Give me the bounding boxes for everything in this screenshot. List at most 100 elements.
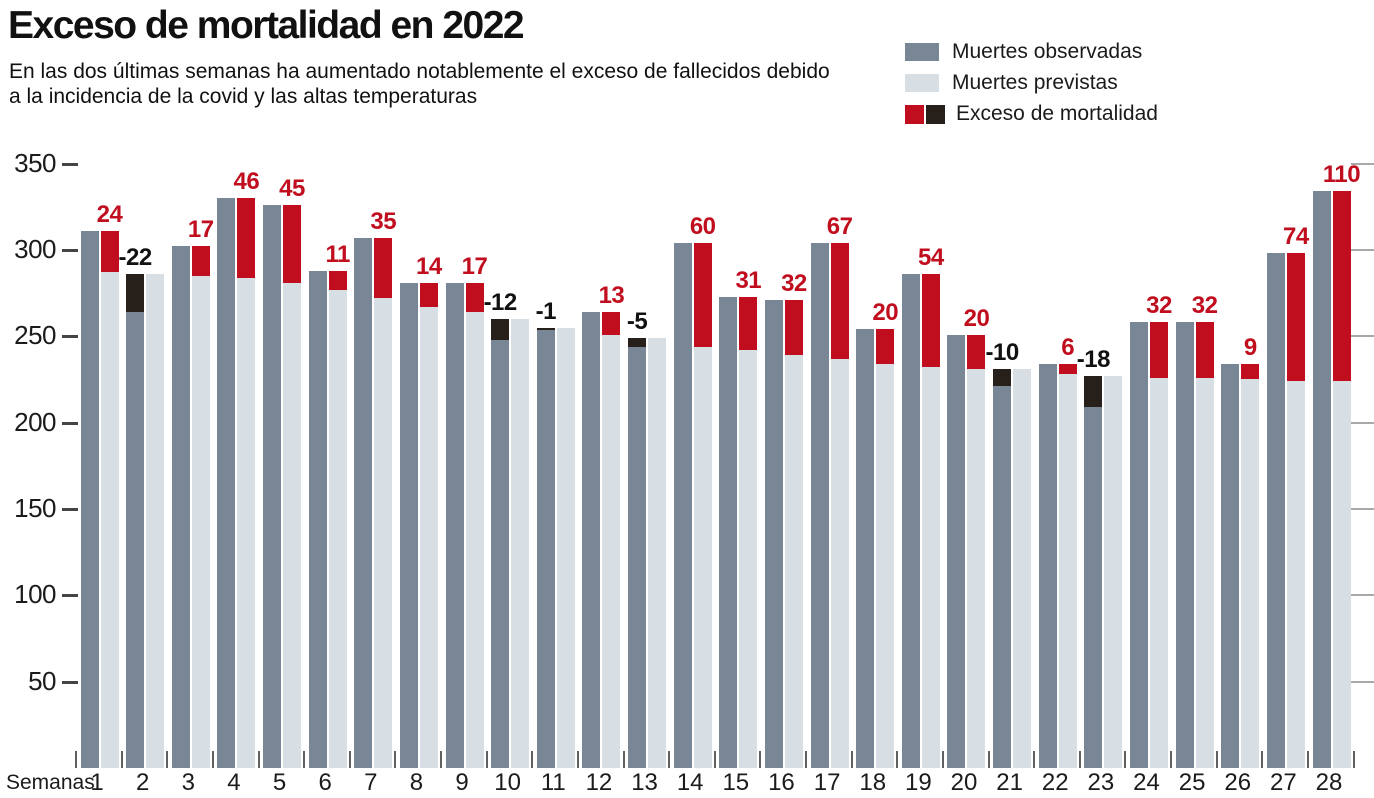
excess-value-label: -22: [118, 244, 153, 272]
y-tick-dash-right: [1351, 421, 1374, 424]
excess-block-positive: [1058, 363, 1077, 375]
legend: Muertes observadas Muertes previstas Exc…: [905, 40, 1158, 133]
y-tick-dash-right: [1351, 162, 1374, 165]
bar-expected: [374, 298, 393, 768]
excess-block-negative: [126, 274, 145, 313]
x-axis-week-label: 28: [1315, 769, 1343, 796]
y-tick-dash-left: [62, 421, 78, 425]
bar-expected: [921, 367, 940, 768]
bar-observed: [399, 282, 418, 768]
bar-observed: [582, 312, 601, 768]
excess-value-label: 13: [598, 282, 625, 310]
bar-observed: [445, 282, 464, 768]
bar-observed: [1038, 363, 1057, 768]
y-tick-dash-left: [62, 507, 78, 511]
excess-value-label: 46: [233, 168, 260, 196]
excess-value-label: 74: [1283, 223, 1309, 251]
subtitle-line-1: En las dos últimas semanas ha aumentado …: [9, 60, 830, 83]
x-group-tick: [987, 751, 990, 768]
legend-row-observed: Muertes observadas: [905, 40, 1158, 71]
legend-label-expected: Muertes previstas: [952, 71, 1118, 94]
excess-block-positive: [465, 282, 484, 313]
y-tick-dash-right: [1351, 680, 1374, 683]
y-tick-label: 200: [14, 406, 56, 437]
bar-expected: [1149, 377, 1168, 768]
excess-value-label: 20: [872, 299, 899, 327]
x-axis-week-label: 22: [1041, 769, 1069, 796]
excess-value-label: 110: [1322, 161, 1361, 189]
x-group-tick: [759, 751, 762, 768]
bar-observed: [1175, 322, 1194, 768]
bar-observed: [171, 246, 190, 768]
x-group-tick: [440, 751, 443, 768]
x-axis-week-label: 7: [364, 769, 378, 796]
bar-expected: [693, 346, 712, 768]
bar-observed: [217, 198, 236, 768]
x-axis-week-label: 18: [859, 769, 887, 796]
y-tick-dash-left: [62, 594, 78, 598]
x-group-tick: [1078, 751, 1081, 768]
bar-expected: [739, 350, 758, 768]
legend-swatch-excess-positive: [905, 104, 924, 124]
x-axis-week-label: 24: [1133, 769, 1160, 796]
y-tick-label: 100: [14, 579, 56, 610]
bar-observed: [993, 386, 1012, 768]
bar-observed: [719, 296, 738, 768]
y-tick-label: 150: [14, 492, 56, 523]
legend-swatch-observed: [905, 43, 939, 61]
x-group-tick: [303, 751, 306, 768]
x-axis-week-label: 1: [90, 769, 104, 796]
x-group-tick: [668, 751, 671, 768]
x-axis-week-label: 23: [1087, 769, 1115, 796]
excess-value-label: 14: [416, 252, 442, 280]
excess-value-label: 11: [325, 240, 350, 268]
x-axis-week-label: 3: [181, 769, 195, 796]
x-group-tick: [1124, 751, 1127, 768]
x-axis-week-label: 8: [409, 769, 424, 796]
x-group-tick: [485, 751, 488, 768]
bar-observed: [673, 242, 692, 768]
x-group-tick: [1352, 751, 1355, 768]
x-axis-week-label: 12: [585, 769, 613, 796]
bar-expected: [419, 306, 438, 768]
legend-swatch-excess-negative: [926, 104, 945, 124]
excess-block-negative: [1084, 375, 1103, 408]
y-tick-dash-left: [62, 680, 78, 684]
excess-value-label: 17: [187, 216, 214, 244]
legend-row-expected: Muertes previstas: [905, 71, 1158, 102]
excess-value-label: 67: [826, 212, 853, 240]
x-group-tick: [211, 751, 214, 768]
excess-block-negative: [993, 369, 1012, 387]
excess-value-label: -18: [1076, 345, 1111, 373]
excess-block-positive: [419, 282, 438, 307]
bar-expected: [237, 277, 256, 768]
y-tick-label: 300: [14, 233, 56, 264]
bar-expected: [1195, 377, 1214, 768]
excess-block-positive: [191, 246, 210, 276]
y-tick-dash-right: [1351, 507, 1374, 510]
x-group-tick: [896, 751, 899, 768]
bar-expected: [283, 282, 302, 768]
legend-label-excess: Exceso de mortalidad: [956, 102, 1158, 125]
bar-expected: [191, 275, 210, 768]
excess-value-label: 32: [1146, 292, 1172, 320]
bar-observed: [1084, 407, 1103, 768]
bar-expected: [328, 289, 347, 768]
bar-observed: [1266, 253, 1285, 768]
y-tick-dash-right: [1351, 594, 1374, 597]
bar-expected: [648, 337, 667, 768]
bar-expected: [146, 274, 165, 768]
excess-block-positive: [100, 230, 119, 273]
x-axis-week-label: 2: [135, 769, 150, 796]
x-axis-week-label: 13: [631, 769, 658, 796]
x-group-tick: [1170, 751, 1173, 768]
excess-block-positive: [1195, 322, 1214, 378]
y-tick-dash-right: [1351, 335, 1374, 338]
excess-block-negative: [536, 327, 555, 330]
bar-expected: [1058, 374, 1077, 768]
excess-block-positive: [237, 198, 256, 278]
excess-value-label: -12: [483, 288, 518, 316]
excess-block-positive: [1149, 322, 1168, 378]
y-tick-dash-right: [1351, 248, 1374, 251]
